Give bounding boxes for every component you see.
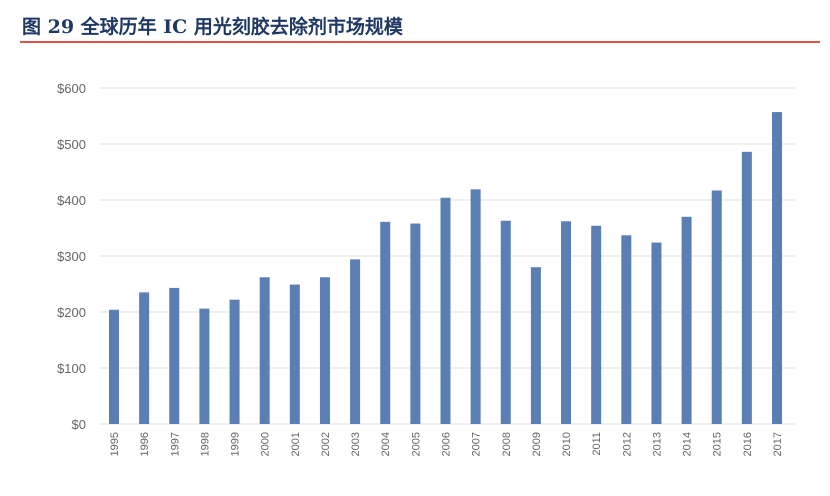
bar-1996 bbox=[139, 292, 150, 424]
x-tick-label: 2003 bbox=[350, 432, 362, 456]
x-axis-ticks: 1995 1996 1997 1998 1999 2000 2001 2002 2003 2004… bbox=[109, 432, 784, 456]
title-divider bbox=[20, 41, 820, 43]
y-tick-label: $200 bbox=[57, 305, 86, 320]
x-tick-label: 2017 bbox=[772, 432, 784, 456]
y-axis-ticks: $0 $100 $200 $300 $400 $500 $600 bbox=[57, 81, 86, 432]
y-tick-label: $400 bbox=[57, 193, 86, 208]
x-tick-label: 2011 bbox=[591, 432, 603, 456]
bar-2000 bbox=[259, 277, 270, 424]
x-tick-label: 2009 bbox=[531, 432, 543, 456]
bar-2002 bbox=[319, 277, 330, 424]
x-tick-label: 2010 bbox=[561, 432, 573, 456]
bar-2012 bbox=[621, 235, 632, 424]
x-tick-label: 1998 bbox=[199, 432, 211, 456]
bar-1995 bbox=[109, 309, 119, 424]
x-tick-label: 1997 bbox=[169, 432, 181, 456]
y-tick-label: $100 bbox=[57, 361, 86, 376]
bar-1997 bbox=[169, 287, 180, 424]
x-tick-label: 2006 bbox=[441, 432, 453, 456]
bar-2017 bbox=[772, 112, 782, 424]
bar-2011 bbox=[591, 225, 602, 424]
bars bbox=[109, 112, 782, 424]
x-tick-label: 2008 bbox=[501, 432, 513, 456]
figure-header: 图 29 全球历年 IC 用光刻胶去除剂市场规模 bbox=[20, 4, 820, 44]
y-tick-label: $300 bbox=[57, 249, 86, 264]
bar-2007 bbox=[470, 189, 481, 424]
x-tick-label: 2013 bbox=[651, 432, 663, 456]
x-tick-label: 2015 bbox=[712, 432, 724, 456]
y-tick-label: $500 bbox=[57, 137, 86, 152]
x-tick-label: 2002 bbox=[320, 432, 332, 456]
x-tick-label: 2016 bbox=[742, 432, 754, 456]
x-tick-label: 1999 bbox=[230, 432, 242, 456]
bar-2008 bbox=[500, 220, 511, 424]
x-tick-label: 2001 bbox=[290, 432, 302, 456]
y-tick-label: $0 bbox=[72, 417, 86, 432]
x-tick-label: 2000 bbox=[260, 432, 272, 456]
bar-2005 bbox=[410, 223, 421, 424]
bar-2013 bbox=[651, 242, 662, 424]
bar-2006 bbox=[440, 197, 451, 424]
y-tick-label: $600 bbox=[57, 81, 86, 96]
x-tick-label: 2012 bbox=[621, 432, 633, 456]
bar-2009 bbox=[530, 267, 541, 424]
bar-2003 bbox=[350, 259, 361, 424]
bar-2010 bbox=[561, 221, 572, 424]
bar-2004 bbox=[380, 221, 391, 424]
x-tick-label: 1995 bbox=[109, 432, 121, 456]
figure-title: 图 29 全球历年 IC 用光刻胶去除剂市场规模 bbox=[22, 16, 403, 38]
bar-2015 bbox=[711, 190, 722, 424]
bar-2016 bbox=[741, 151, 752, 424]
x-tick-label: 2014 bbox=[682, 432, 694, 456]
bar-2014 bbox=[681, 216, 692, 424]
bar-1999 bbox=[229, 299, 240, 424]
bar-1998 bbox=[199, 308, 210, 424]
bar-2001 bbox=[289, 284, 300, 424]
x-tick-label: 2007 bbox=[471, 432, 483, 456]
x-tick-label: 1996 bbox=[139, 432, 151, 456]
x-tick-label: 2004 bbox=[380, 432, 392, 456]
x-tick-label: 2005 bbox=[410, 432, 422, 456]
